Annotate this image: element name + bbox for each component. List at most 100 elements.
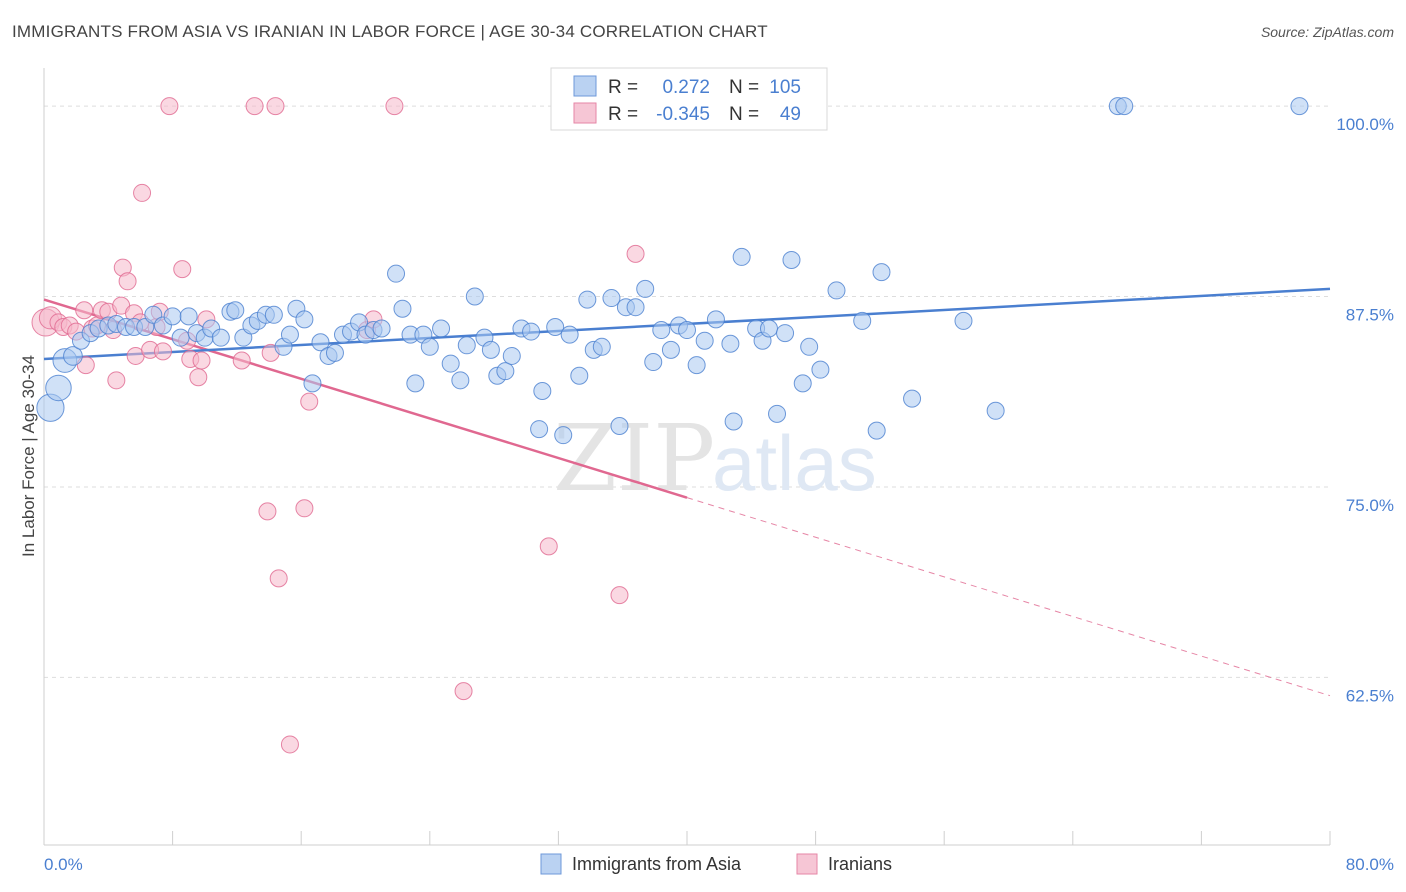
asia-point (1290, 97, 1309, 116)
asia-point (903, 389, 922, 408)
asia-point (420, 337, 439, 356)
iranians-point (539, 537, 558, 556)
asia-point (721, 334, 740, 353)
asia-point (827, 281, 846, 300)
asia-point (530, 420, 549, 439)
asia-point (853, 311, 872, 330)
asia-points (36, 97, 1309, 445)
iranians-point (173, 260, 192, 279)
asia-point (163, 307, 182, 326)
legend-r-value-pink: -0.345 (656, 104, 710, 125)
y-tick-label: 62.5% (1346, 686, 1394, 705)
legend-swatch-pink (573, 102, 597, 124)
iranians-point (76, 356, 95, 375)
asia-point (776, 324, 795, 343)
asia-point (45, 374, 72, 402)
asia-point (759, 319, 778, 338)
asia-point (325, 343, 344, 362)
asia-point (179, 307, 198, 326)
asia-point (465, 287, 484, 306)
iranians-point (160, 97, 179, 116)
x-tick-label-max: 80.0% (1346, 855, 1394, 874)
legend-swatch-blue (573, 75, 597, 97)
asia-point (661, 340, 680, 359)
bottom-legend-swatch-asia (540, 853, 562, 875)
asia-point (732, 247, 751, 266)
asia-point (280, 325, 299, 344)
legend-n-value-blue: 105 (769, 77, 801, 98)
asia-point (644, 353, 663, 372)
iranians-point (192, 351, 211, 370)
iranians-point (232, 351, 251, 370)
iranians-point (626, 244, 645, 263)
asia-point (496, 362, 515, 381)
asia-point (432, 319, 451, 338)
iranians-point (189, 368, 208, 387)
iranians-point (118, 272, 137, 291)
bottom-legend-label-iranians: Iranians (828, 854, 892, 874)
iranians-point (295, 499, 314, 518)
asia-point (626, 298, 645, 317)
asia-point (687, 356, 706, 375)
asia-point (546, 318, 565, 336)
asia-point (570, 366, 589, 385)
watermark-zip: ZIP (553, 405, 715, 512)
watermark: ZIP atlas (553, 405, 877, 512)
y-tick-label: 87.5% (1346, 306, 1394, 325)
iranians-point (133, 183, 152, 202)
asia-point (211, 328, 230, 347)
asia-point (451, 371, 470, 390)
chart-title: IMMIGRANTS FROM ASIA VS IRANIAN IN LABOR… (12, 22, 768, 41)
legend-r-label-pink: R = (608, 104, 638, 125)
bottom-legend-swatch-iranians (796, 853, 818, 875)
asia-point (406, 374, 425, 393)
asia-point (1115, 97, 1134, 116)
grid-lines (44, 105, 1330, 678)
asia-point (652, 321, 671, 340)
asia-point (63, 346, 83, 366)
asia-point (303, 374, 322, 393)
asia-point (387, 264, 406, 283)
asia-point (768, 404, 787, 423)
iranians-point (266, 97, 285, 116)
asia-point (592, 337, 611, 356)
iranians-point (269, 569, 288, 588)
asia-point (560, 325, 579, 344)
asia-point (793, 374, 812, 393)
iranians-point (245, 97, 264, 116)
x-axis-ticks (172, 831, 1331, 845)
asia-point (782, 250, 801, 269)
legend-r-label-blue: R = (608, 77, 638, 98)
asia-point (724, 412, 743, 431)
asia-point (264, 305, 283, 324)
asia-point (393, 299, 412, 318)
asia-point (678, 321, 696, 340)
asia-point (502, 346, 521, 365)
asia-point (706, 310, 725, 329)
asia-point (610, 417, 629, 436)
y-axis-tick-labels: 62.5% 75.0% 87.5% 100.0% (1336, 115, 1394, 705)
asia-point (441, 354, 460, 373)
asia-point (457, 336, 476, 355)
watermark-atlas: atlas (712, 419, 877, 507)
asia-point (372, 319, 391, 338)
legend-n-label-blue: N = (729, 77, 759, 98)
asia-point (986, 401, 1005, 420)
asia-point (311, 333, 330, 352)
asia-point (226, 301, 245, 320)
asia-point (522, 322, 541, 341)
iranians-point (258, 502, 277, 521)
y-axis-label: In Labor Force | Age 30-34 (19, 355, 38, 557)
iranians-point (300, 392, 319, 411)
iranians-point (75, 301, 94, 320)
asia-point (636, 279, 655, 298)
asia-point (578, 290, 597, 309)
legend-n-label-pink: N = (729, 104, 759, 125)
legend-n-value-pink: 49 (780, 104, 801, 125)
asia-point (481, 340, 500, 359)
iranians-point (153, 342, 172, 361)
iranians-point (107, 371, 126, 390)
legend-box (550, 67, 828, 131)
asia-point (811, 360, 830, 379)
iranians-point (385, 97, 404, 116)
